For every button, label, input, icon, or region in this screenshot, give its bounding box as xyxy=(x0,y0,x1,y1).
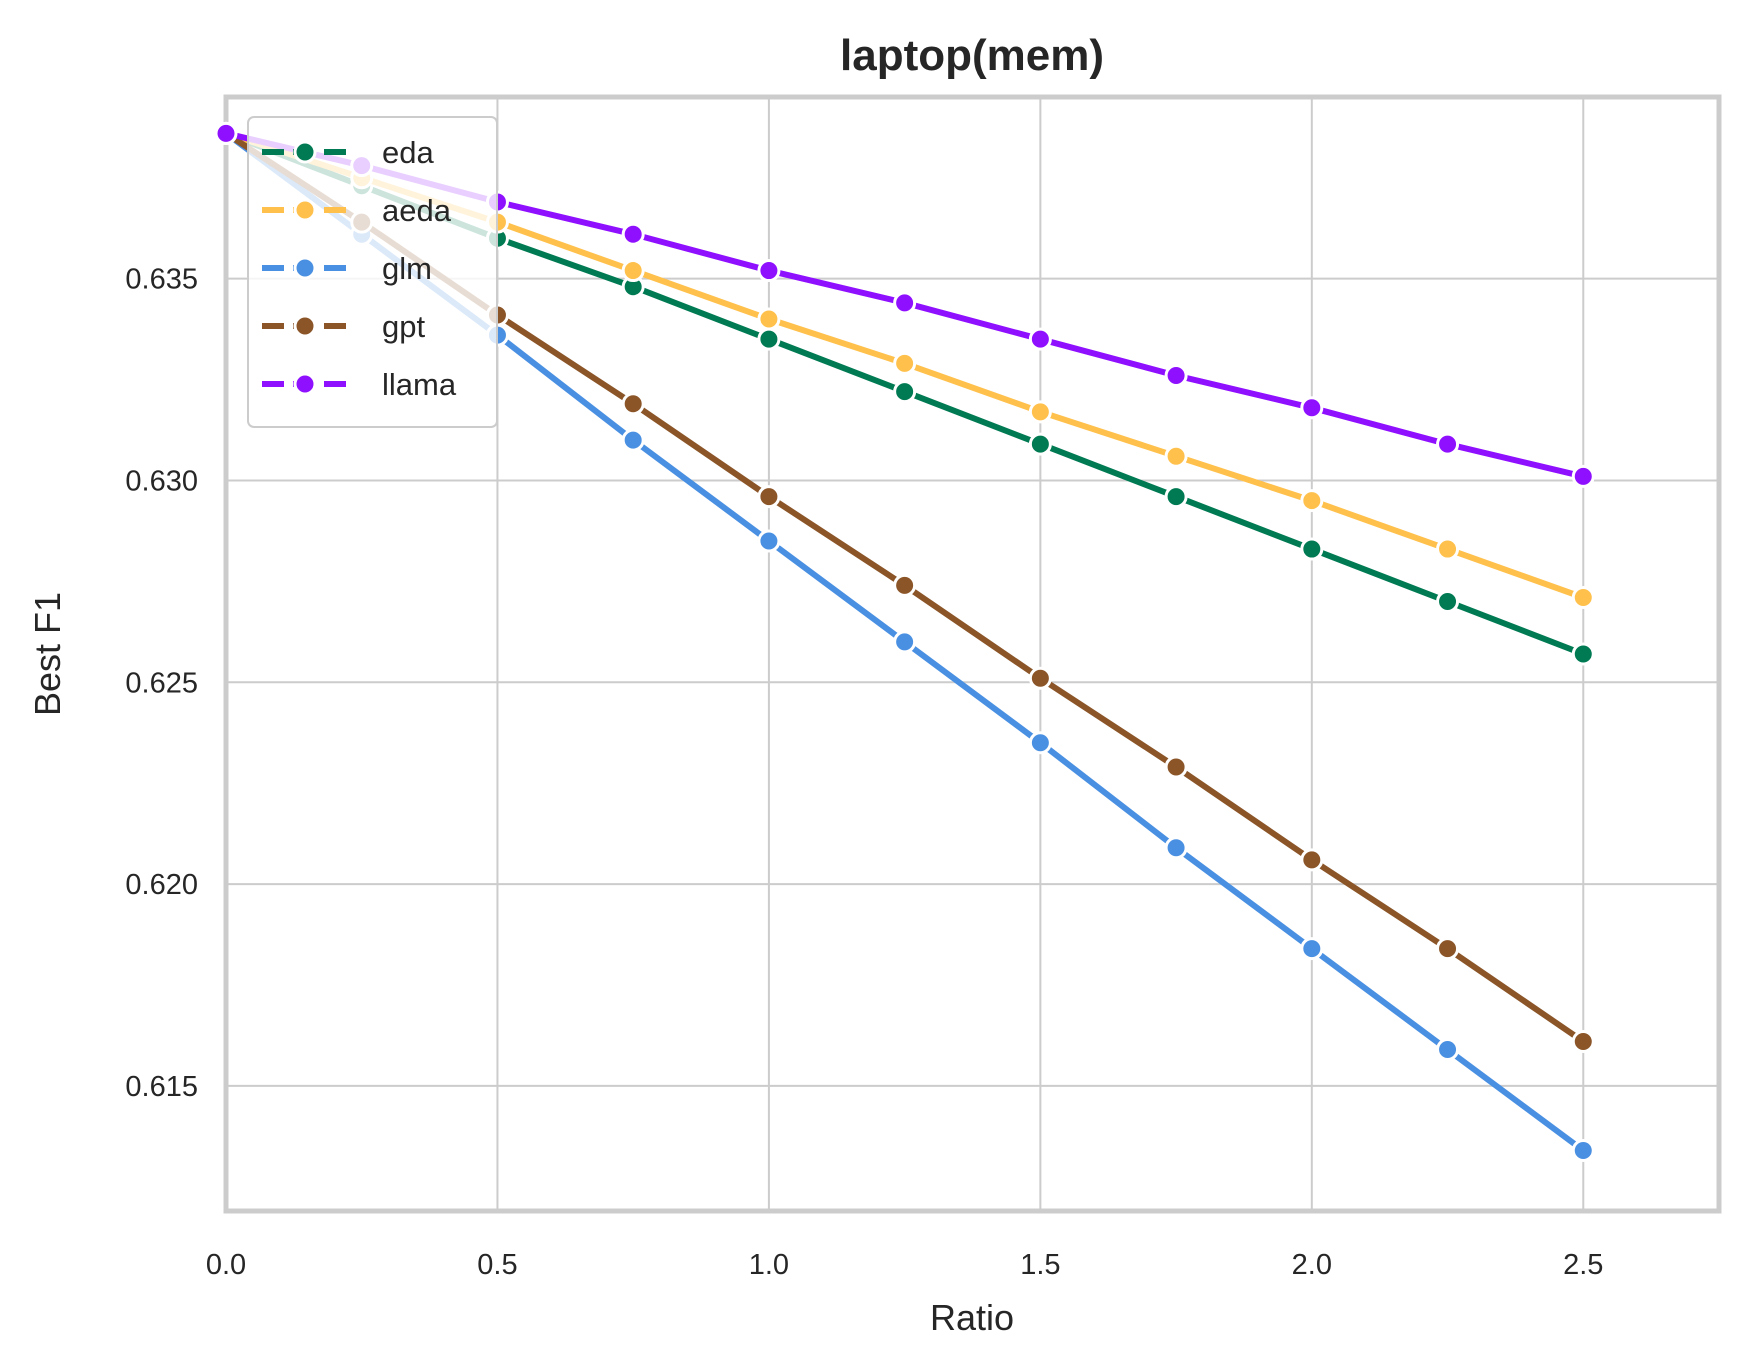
data-point-gpt xyxy=(1300,848,1324,872)
x-tick-label: 2.5 xyxy=(1563,1249,1603,1281)
data-point-glm xyxy=(1436,1038,1460,1062)
data-point-llama xyxy=(1028,327,1052,351)
data-point-gpt xyxy=(1028,666,1052,690)
legend-label-glm: glm xyxy=(382,251,432,286)
legend-marker-aeda xyxy=(293,198,317,222)
legend: eda aeda glm gpt llama xyxy=(247,116,498,428)
data-point-gpt xyxy=(1436,937,1460,961)
data-point-aeda xyxy=(621,259,645,283)
y-tick-label: 0.635 xyxy=(125,264,198,296)
legend-box xyxy=(247,116,498,428)
data-point-aeda xyxy=(1028,400,1052,424)
legend-marker-gpt xyxy=(293,314,317,338)
y-tick-labels: 0.615 0.620 0.625 0.630 0.635 xyxy=(125,264,198,1103)
data-point-glm xyxy=(757,529,781,553)
data-point-aeda xyxy=(893,351,917,375)
data-point-llama xyxy=(1164,364,1188,387)
data-point-glm xyxy=(621,428,645,452)
data-point-eda xyxy=(1028,432,1052,456)
y-tick-label: 0.625 xyxy=(125,667,198,699)
x-tick-labels: 0.0 0.5 1.0 1.5 2.0 2.5 xyxy=(206,1249,1604,1281)
chart-title: laptop(mem) xyxy=(840,31,1104,80)
plot-frame xyxy=(223,94,1722,1214)
y-tick-label: 0.615 xyxy=(125,1071,198,1103)
data-point-llama xyxy=(1300,396,1324,420)
data-point-eda xyxy=(1300,537,1324,561)
data-point-gpt xyxy=(621,392,645,416)
y-tick-label: 0.630 xyxy=(125,465,198,497)
data-point-llama xyxy=(214,121,238,145)
data-point-llama xyxy=(893,291,917,315)
data-point-gpt xyxy=(893,573,917,597)
data-point-llama xyxy=(1571,464,1595,488)
y-tick-label: 0.620 xyxy=(125,869,198,901)
data-point-llama xyxy=(757,259,781,283)
data-point-eda xyxy=(893,380,917,404)
legend-item-glm: glm xyxy=(262,251,432,286)
x-tick-label: 0.5 xyxy=(477,1249,517,1281)
data-point-glm xyxy=(893,630,917,654)
data-point-eda xyxy=(1436,590,1460,614)
legend-label-gpt: gpt xyxy=(382,309,425,344)
data-point-aeda xyxy=(1300,489,1324,513)
data-point-aeda xyxy=(1571,585,1595,609)
data-point-aeda xyxy=(1436,537,1460,561)
x-tick-label: 1.0 xyxy=(749,1249,789,1281)
x-axis-label: Ratio xyxy=(930,1297,1014,1338)
x-tick-label: 2.0 xyxy=(1292,1249,1332,1281)
data-point-aeda xyxy=(1164,444,1188,468)
legend-item-aeda: aeda xyxy=(262,193,452,228)
data-point-glm xyxy=(1571,1138,1595,1162)
legend-marker-glm xyxy=(293,256,317,280)
legend-label-eda: eda xyxy=(382,135,434,170)
y-axis-label: Best F1 xyxy=(27,592,68,716)
data-point-glm xyxy=(1164,836,1188,860)
data-point-llama xyxy=(621,222,645,246)
x-tick-label: 1.5 xyxy=(1020,1249,1060,1281)
data-point-glm xyxy=(1300,937,1324,961)
data-point-glm xyxy=(1028,731,1052,755)
legend-marker-eda xyxy=(293,140,317,164)
legend-marker-llama xyxy=(293,372,317,396)
legend-item-gpt: gpt xyxy=(262,309,425,344)
data-point-aeda xyxy=(757,307,781,331)
data-point-gpt xyxy=(1571,1029,1595,1053)
data-point-gpt xyxy=(1164,755,1188,779)
data-point-eda xyxy=(757,327,781,351)
legend-item-llama: llama xyxy=(262,367,457,402)
legend-label-llama: llama xyxy=(382,367,457,402)
data-point-eda xyxy=(1164,485,1188,509)
legend-label-aeda: aeda xyxy=(382,193,452,228)
data-point-eda xyxy=(1571,642,1595,666)
x-tick-label: 0.0 xyxy=(206,1249,246,1281)
legend-item-eda: eda xyxy=(262,135,434,170)
data-point-gpt xyxy=(757,485,781,509)
data-point-llama xyxy=(1436,432,1460,456)
